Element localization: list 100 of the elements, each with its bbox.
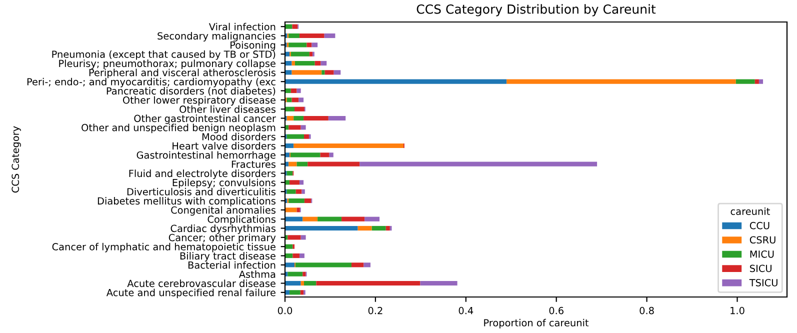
bar [294, 60, 315, 66]
bar [292, 60, 295, 66]
bar [420, 280, 458, 286]
bar [309, 52, 313, 56]
y-tick-label: Bacterial infection [188, 261, 276, 269]
y-tick-label: Cancer of lymphatic and hematopoietic tissue [52, 242, 276, 252]
bar [302, 272, 306, 276]
y-tick-label: Diverticulosis and diverticulitis [127, 188, 276, 196]
bar [288, 235, 301, 240]
bar [286, 189, 296, 194]
bar [342, 216, 365, 222]
bar [296, 189, 302, 194]
bar [372, 226, 386, 231]
x-tick-label: 0.0 [278, 306, 292, 314]
bar [285, 143, 294, 148]
y-tick-label: Asthma [238, 270, 276, 278]
y-axis-title: CCS Category [12, 126, 21, 193]
bar [285, 70, 292, 75]
y-tick-label: Mood disorders [202, 132, 276, 140]
y-tick-label: Epilepsy; convulsions [172, 178, 276, 188]
y-tick-label: Acute cerebrovascular disease [127, 280, 276, 288]
bar [288, 125, 301, 130]
bar [292, 253, 300, 258]
bar [364, 216, 380, 222]
bar [300, 125, 306, 130]
y-tick-label: Other gastrointestinal cancer [134, 114, 276, 124]
bar [506, 79, 736, 84]
bar [285, 216, 303, 222]
bar [736, 79, 755, 84]
y-tick-label: Other and unspecified benign neoplasm [82, 124, 276, 134]
bar [304, 116, 328, 121]
y-tick-label: Complications [208, 215, 276, 225]
bar [292, 24, 298, 29]
bar [290, 180, 300, 185]
bar [324, 33, 336, 38]
bar [351, 262, 364, 268]
bar [288, 33, 300, 38]
chart-title: CCS Category Distribution by Careunit [416, 4, 656, 16]
y-tick-label: Other lower respiratory disease [122, 96, 276, 106]
bar [320, 152, 330, 158]
bar [304, 134, 309, 139]
bar [324, 70, 334, 75]
bar [300, 280, 304, 286]
bar [285, 280, 301, 286]
bar [312, 42, 318, 48]
bar [302, 216, 318, 222]
bar [296, 208, 300, 212]
x-tick-label: 0.6 [549, 306, 564, 314]
x-tick-label: 0.8 [640, 306, 654, 314]
bar [754, 79, 759, 84]
y-tick-label: Peri-; endo-; and myocarditis; cardiomyopathy (exc [27, 78, 276, 88]
y-tick-label: Cancer; other primary [168, 234, 276, 244]
bar [295, 262, 352, 268]
y-tick-label: Pneumonia (except that caused by TB or STD) [52, 50, 276, 60]
y-tick-label: Fluid and electrolyte disorders [129, 170, 276, 179]
legend-label: SICU [750, 264, 772, 272]
legend-title: careunit [730, 207, 770, 216]
bar [285, 88, 291, 94]
bar [304, 280, 316, 286]
bar [285, 208, 297, 212]
bar [294, 116, 304, 121]
bar [298, 98, 304, 102]
y-tick-label: Biliary tract disease [180, 252, 276, 262]
bar [300, 290, 304, 295]
bar [318, 216, 342, 222]
y-tick-label: Pancreatic disorders (not diabetes) [106, 87, 276, 96]
x-tick-label: 0.2 [368, 306, 382, 314]
bar [316, 280, 420, 286]
bar [288, 272, 303, 276]
y-tick-label: Viral infection [208, 22, 276, 30]
y-tick-label: Peripheral and visceral atherosclerosis [89, 68, 276, 78]
y-tick-label: Secondary malignancies [158, 32, 276, 42]
bar [285, 60, 292, 66]
bar [306, 42, 312, 48]
bar [358, 226, 372, 231]
bar [285, 79, 507, 84]
bar [758, 79, 764, 84]
legend-label: CCU [750, 222, 770, 230]
bar [299, 33, 324, 38]
bar [320, 60, 327, 66]
bar [285, 226, 358, 231]
bar [292, 98, 299, 102]
y-tick-label: Other liver diseases [180, 105, 276, 113]
bar [286, 98, 292, 102]
bar [285, 106, 294, 112]
bar [288, 198, 304, 204]
bar [294, 106, 304, 112]
y-tick-label: Congenital anomalies [171, 206, 276, 216]
bar [296, 162, 308, 166]
bar [288, 42, 307, 48]
bar [334, 70, 341, 75]
legend-label: MICU [750, 250, 774, 258]
bar [299, 180, 304, 185]
bar [286, 134, 304, 139]
y-tick-label: Acute and unspecified renal failure [106, 288, 276, 298]
bar [386, 226, 390, 231]
bar [292, 70, 322, 75]
bar [286, 170, 293, 176]
bar [329, 152, 334, 158]
x-axis-title: Proportion of careunit [484, 318, 589, 328]
